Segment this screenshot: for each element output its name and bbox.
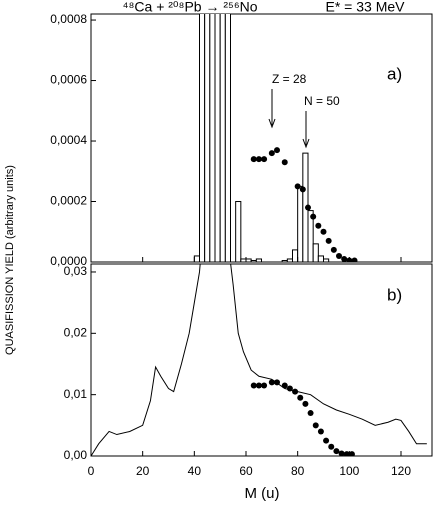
data-point [255, 382, 262, 389]
bar [255, 258, 263, 262]
data-point [317, 428, 324, 435]
data-point [328, 443, 335, 450]
bar [292, 249, 299, 262]
data-point [292, 388, 299, 395]
y-axis-label: QUASIFISSION YIELD (arbitrary units) [4, 165, 16, 355]
y-tick-label: 0,03 [64, 264, 88, 278]
bar [240, 258, 247, 262]
y-tick-label: 0,01 [64, 387, 88, 401]
bar [281, 259, 288, 262]
data-point [250, 156, 257, 163]
y-tick-label: 0,00 [64, 448, 88, 462]
bar [307, 210, 314, 262]
data-point [302, 400, 309, 407]
data-point [338, 450, 345, 456]
bar [209, 14, 216, 262]
data-point [336, 252, 342, 259]
bar [245, 258, 252, 262]
bar [214, 14, 221, 262]
data-point [320, 228, 327, 235]
data-point [274, 147, 280, 154]
data-point [286, 385, 293, 392]
data-point [281, 382, 288, 389]
chart-subtitle: E* = 33 MeV [326, 0, 406, 15]
y-tick-label: 0,0006 [50, 73, 87, 87]
bar [193, 255, 200, 262]
bar [250, 259, 257, 262]
annotation: N = 50 [304, 94, 340, 108]
data-point [281, 159, 288, 166]
data-point [299, 186, 306, 193]
panel-label: b) [387, 285, 402, 304]
plot-area [193, 14, 358, 262]
bar [219, 14, 226, 262]
bar [323, 258, 330, 262]
plot-frame [90, 263, 433, 457]
x-tick-label: 20 [136, 464, 150, 478]
x-tick-label: 60 [239, 464, 253, 478]
data-point [341, 255, 348, 262]
x-tick-label: 120 [391, 464, 411, 478]
panel-label: a) [387, 64, 402, 83]
bar [204, 14, 211, 262]
bar [224, 14, 231, 262]
data-point [261, 382, 268, 389]
data-point [250, 382, 257, 389]
data-point [333, 448, 340, 455]
y-tick-label: 0,0008 [50, 12, 87, 26]
data-point [255, 156, 262, 163]
plot-area [91, 264, 427, 456]
data-point [312, 422, 319, 429]
arrowhead [302, 138, 310, 149]
bar [317, 255, 325, 262]
data-point [268, 379, 275, 386]
plot-frame [90, 13, 433, 263]
bar [312, 243, 319, 262]
bar [286, 258, 294, 262]
y-tick-label: 0,0002 [50, 194, 87, 208]
y-tick-label: 0,02 [64, 325, 88, 339]
data-point [310, 213, 317, 220]
x-tick-label: 80 [291, 464, 305, 478]
data-point [343, 451, 350, 456]
data-point [307, 410, 314, 417]
data-point [274, 379, 280, 386]
data-point [323, 437, 330, 444]
chart-title: ⁴⁸Ca + ²⁰⁸Pb → ²⁵⁶No [123, 0, 258, 15]
arrowhead [268, 118, 276, 129]
annotation: Z = 28 [272, 72, 307, 86]
data-point [261, 156, 268, 163]
x-tick-label: 100 [339, 464, 359, 478]
bar [235, 201, 242, 262]
data-point [325, 237, 332, 244]
curve [91, 264, 427, 456]
bar [199, 14, 206, 262]
data-point [348, 451, 355, 456]
x-tick-label: 40 [188, 464, 202, 478]
data-point [330, 246, 337, 253]
data-point [268, 150, 275, 157]
data-point [305, 204, 311, 211]
data-point [294, 183, 301, 190]
bar [297, 185, 304, 262]
y-tick-label: 0,0004 [50, 133, 87, 147]
data-point [315, 222, 322, 229]
y-tick-label: 0,0000 [50, 254, 87, 268]
data-point [351, 257, 358, 262]
x-tick-label: 0 [88, 464, 95, 478]
x-axis-label: M (u) [245, 485, 280, 502]
data-point [297, 394, 304, 401]
